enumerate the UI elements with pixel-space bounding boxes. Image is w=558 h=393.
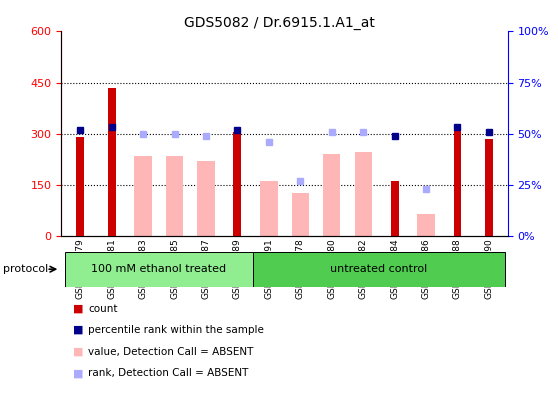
Bar [233, 132, 242, 236]
Text: ■: ■ [73, 368, 83, 378]
Text: value, Detection Call = ABSENT: value, Detection Call = ABSENT [88, 347, 253, 357]
Bar [292, 193, 309, 236]
Bar [391, 181, 398, 236]
Bar [260, 181, 277, 236]
Bar [65, 252, 253, 287]
Text: ■: ■ [73, 347, 83, 357]
Bar [417, 214, 435, 236]
Text: rank, Detection Call = ABSENT: rank, Detection Call = ABSENT [88, 368, 248, 378]
Text: untreated control: untreated control [330, 264, 427, 274]
Bar [166, 156, 183, 236]
Bar [485, 139, 493, 236]
Text: 100 mM ethanol treated: 100 mM ethanol treated [92, 264, 227, 274]
Bar [253, 252, 504, 287]
Bar [198, 161, 215, 236]
Bar [134, 156, 152, 236]
Bar [108, 88, 116, 236]
Text: count: count [88, 303, 118, 314]
Text: percentile rank within the sample: percentile rank within the sample [88, 325, 264, 335]
Bar [323, 154, 340, 236]
Bar [76, 137, 84, 236]
Bar [354, 152, 372, 236]
Text: ■: ■ [73, 303, 83, 314]
Text: GDS5082 / Dr.6915.1.A1_at: GDS5082 / Dr.6915.1.A1_at [184, 16, 374, 30]
Text: protocol: protocol [3, 264, 48, 274]
Bar [454, 129, 461, 236]
Text: ■: ■ [73, 325, 83, 335]
